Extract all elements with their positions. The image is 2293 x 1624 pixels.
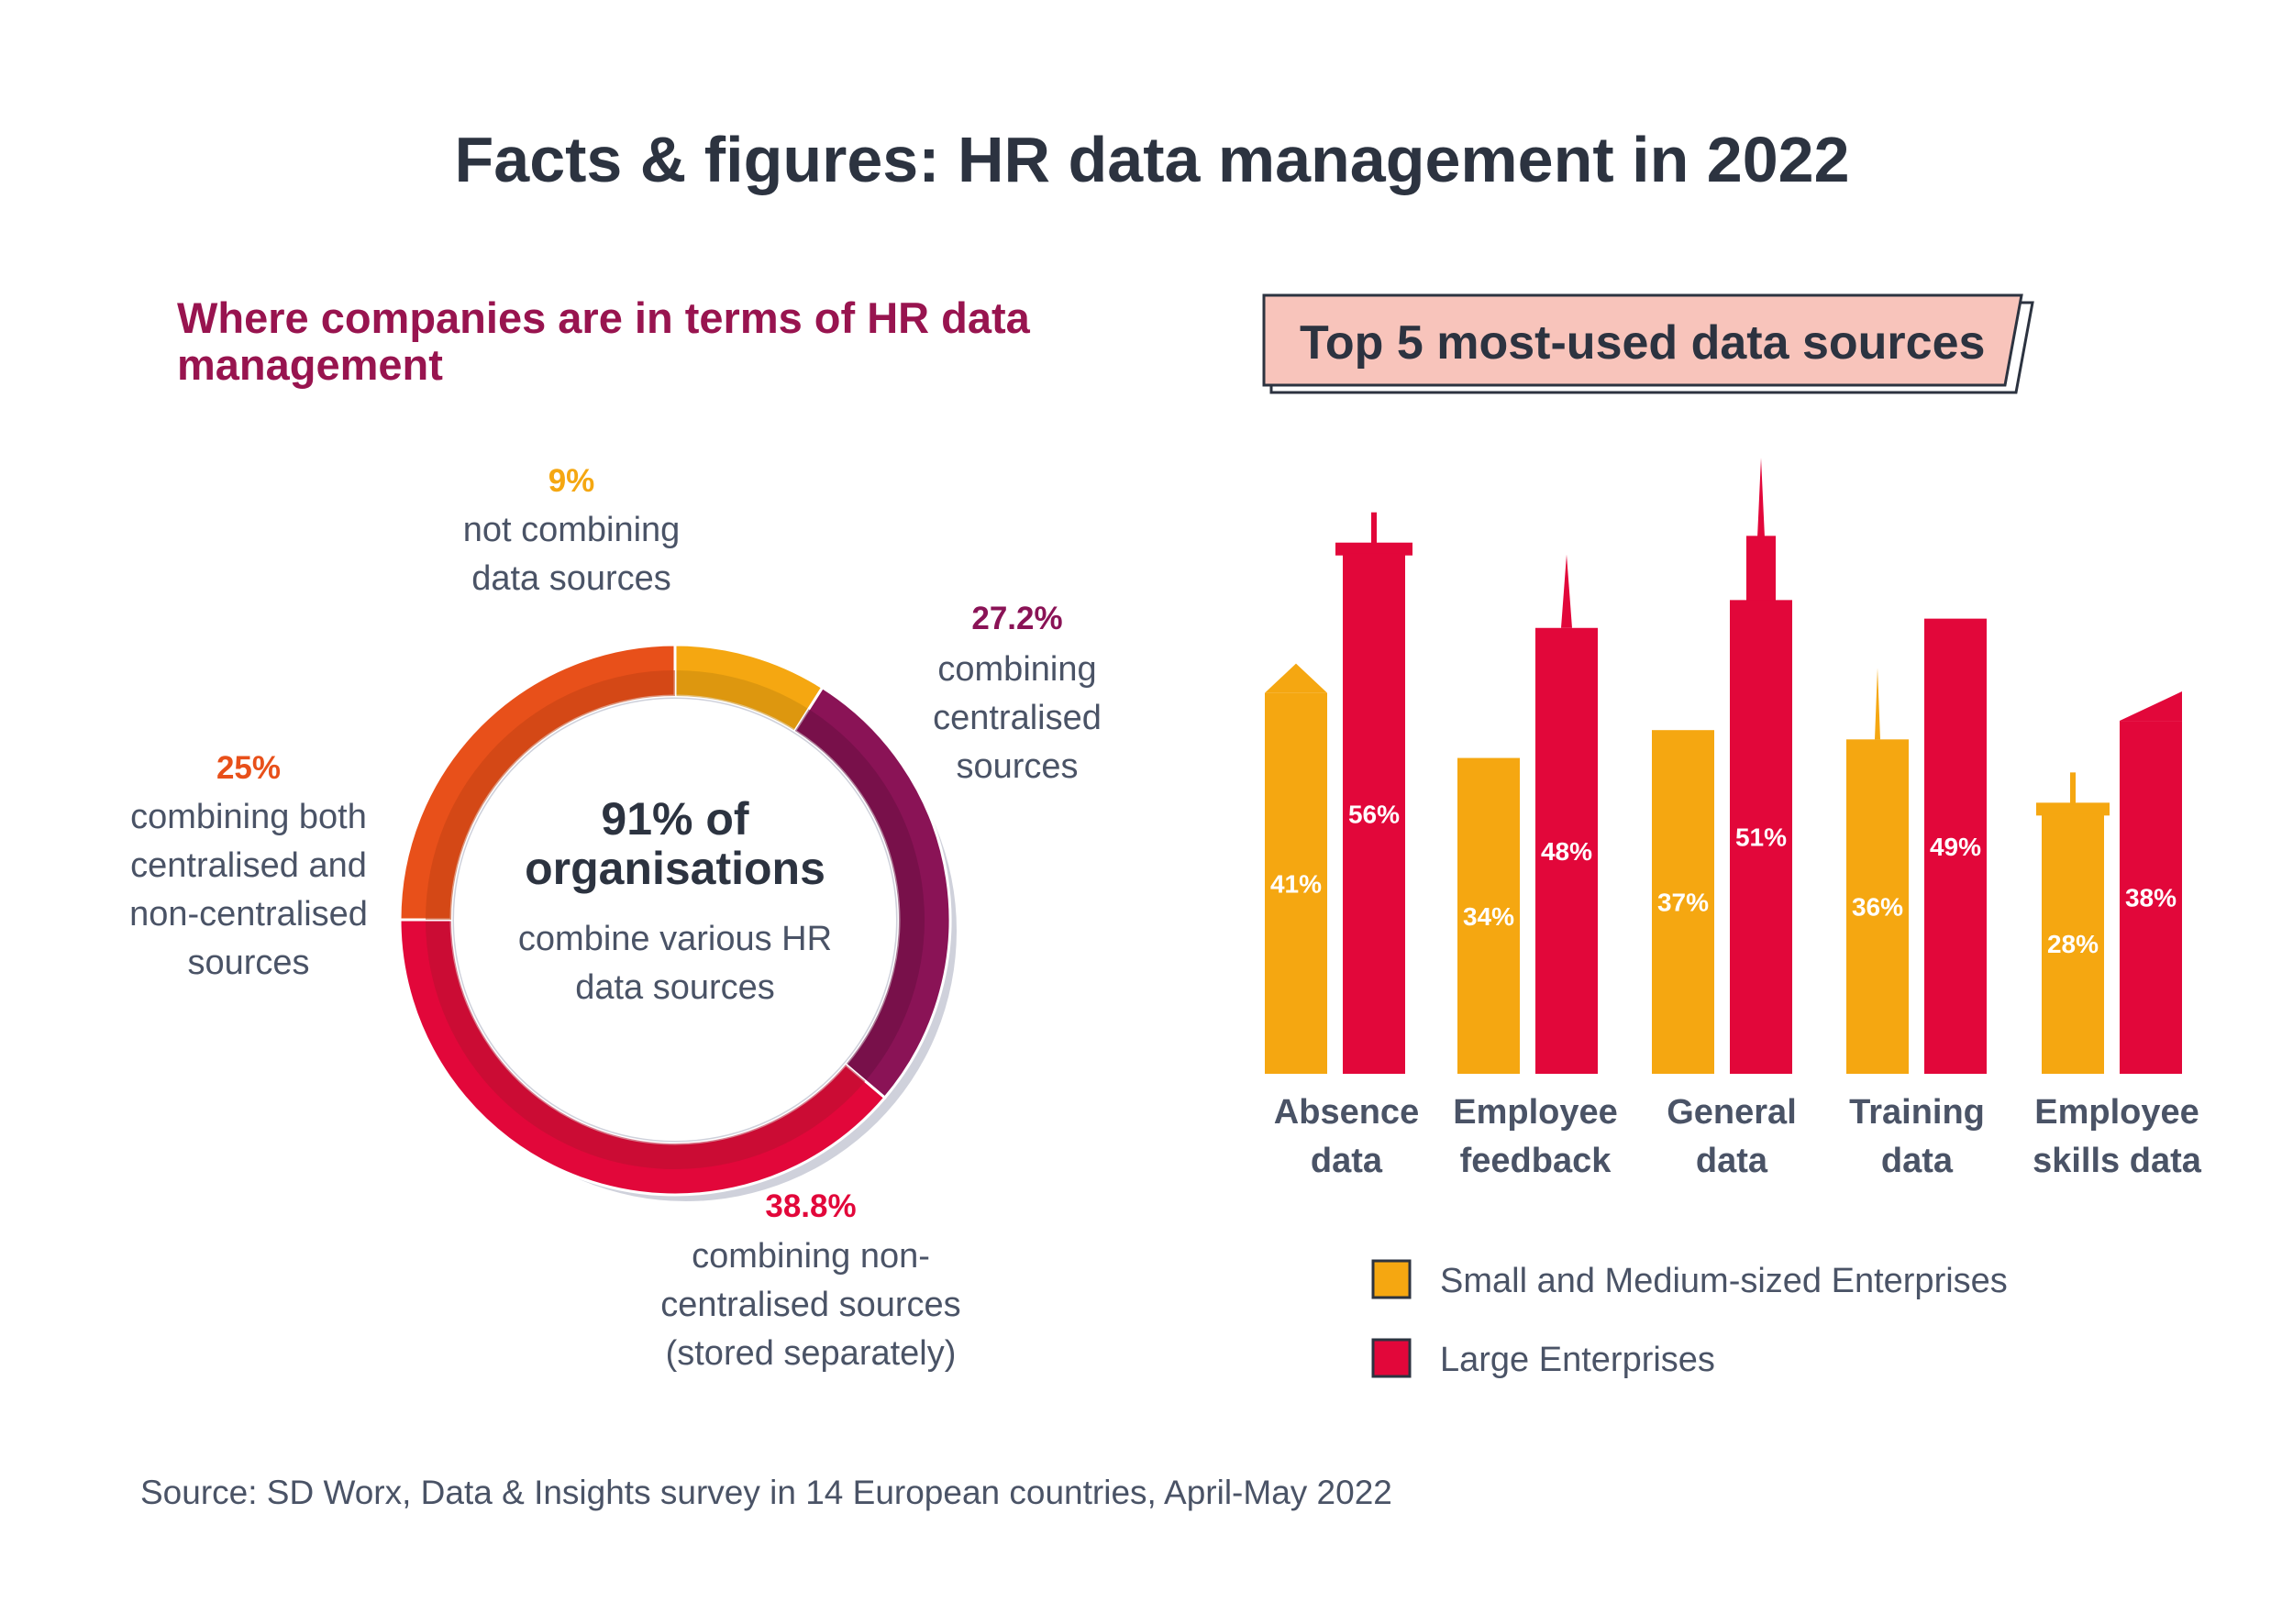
bar-tower <box>1746 536 1776 602</box>
category-label: Absence <box>1274 1093 1419 1132</box>
segment-desc: combining non- <box>692 1237 930 1276</box>
donut-segments <box>398 643 952 1197</box>
bar-value-label: 49% <box>1930 833 1981 861</box>
segment-pct-9: 9% <box>548 463 595 499</box>
bar-cornice <box>1335 542 1412 556</box>
segment-label-both: 25% combining both centralised and non-c… <box>129 750 368 982</box>
bar-value-label: 36% <box>1852 893 1903 922</box>
bar-body <box>1924 618 1987 1074</box>
legend: Small and Medium-sized Enterprises Large… <box>1371 1259 2008 1379</box>
legend-label-large: Large Enterprises <box>1440 1341 1715 1379</box>
left-panel: Where companies are in terms of HR data … <box>129 293 1102 1373</box>
donut-slice-inner-not-combining <box>675 670 809 731</box>
bar-absence-sme: 41% <box>1265 663 1327 1074</box>
segment-desc: centralised <box>933 699 1102 737</box>
bar-spire <box>1371 512 1377 545</box>
bar-general-sme: 37% <box>1652 730 1714 1074</box>
segment-desc: centralised and <box>130 846 367 885</box>
bar-roof <box>2120 691 2182 722</box>
bar-feedback-sme: 34% <box>1457 757 1520 1074</box>
bar-value-label: 37% <box>1657 889 1709 917</box>
donut-center-line3: combine various HR <box>518 920 832 958</box>
bar-skills-sme: 28% <box>2036 772 2110 1074</box>
section-title: Top 5 most-used data sources <box>1300 316 1985 370</box>
legend-swatch-sme <box>1371 1259 1412 1299</box>
bar-spire <box>1757 458 1765 538</box>
source-note: Source: SD Worx, Data & Insights survey … <box>140 1474 1392 1511</box>
category-label: skills data <box>2033 1142 2202 1180</box>
bar-training-large: 49% <box>1924 618 1987 1074</box>
section-banner: Top 5 most-used data sources <box>1262 293 2034 394</box>
bar-cornice <box>2036 802 2110 816</box>
bar-value-label: 28% <box>2047 930 2099 958</box>
bar-value-label: 41% <box>1270 869 1322 898</box>
donut-chart <box>398 643 957 1201</box>
bar-general-large: 51% <box>1730 458 1792 1074</box>
bar-feedback-large: 48% <box>1535 554 1598 1074</box>
left-panel-title-line2: management <box>177 340 443 389</box>
category-label: data <box>1881 1142 1954 1180</box>
donut-center-line2: organisations <box>525 843 825 894</box>
category-label: General <box>1667 1093 1797 1132</box>
category-label: Employee <box>1453 1093 1618 1132</box>
right-panel: Top 5 most-used data sources 41% 34% 37% 36… <box>1262 293 2202 1379</box>
segment-label-centralised: 27.2% combining centralised sources <box>933 601 1102 786</box>
segment-pct-38: 38.8% <box>765 1188 856 1224</box>
legend-swatch-large <box>1371 1338 1412 1378</box>
legend-label-sme: Small and Medium-sized Enterprises <box>1440 1262 2008 1300</box>
bar-body <box>1457 757 1520 1074</box>
bar-chart: 41% 34% 37% 36% 28% 56% 48% 51% 49% 38% <box>1265 458 2182 1074</box>
donut-center-line4: data sources <box>575 968 775 1007</box>
bar-spire <box>1875 668 1880 740</box>
donut-hole <box>454 699 896 1141</box>
category-label: data <box>1311 1142 1383 1180</box>
page-title: Facts & figures: HR data management in 2… <box>455 124 1850 195</box>
bar-body <box>1730 600 1792 1074</box>
bar-body <box>1343 553 1405 1074</box>
bar-body <box>1652 730 1714 1074</box>
segment-desc: centralised sources <box>660 1286 960 1324</box>
bar-body <box>2042 813 2104 1074</box>
category-label: data <box>1696 1142 1768 1180</box>
segment-desc: non-centralised <box>129 895 368 934</box>
bar-spire <box>2070 772 2076 805</box>
category-label: Employee <box>2034 1093 2199 1132</box>
bar-roof <box>1265 663 1327 693</box>
bar-body <box>2120 721 2182 1074</box>
bar-value-label: 51% <box>1735 823 1787 852</box>
bar-value-label: 38% <box>2125 884 2177 912</box>
donut-slice-inner-both <box>426 670 675 920</box>
segment-desc: combining both <box>130 798 367 836</box>
segment-desc: not combining <box>463 511 681 549</box>
segment-desc: sources <box>956 747 1078 786</box>
donut-slice-inner-non-centralised <box>426 920 866 1169</box>
segment-label-not-combining: 9% not combining data sources <box>463 463 681 598</box>
bar-training-sme: 36% <box>1846 668 1909 1074</box>
bar-value-label: 48% <box>1541 837 1592 866</box>
segment-desc: sources <box>187 944 309 982</box>
banner-box <box>1262 293 2023 387</box>
bar-value-label: 34% <box>1463 902 1514 931</box>
bar-body <box>1535 627 1598 1074</box>
left-panel-title-line1: Where companies are in terms of HR data <box>177 293 1031 342</box>
donut-center-line1: 91% of <box>601 793 749 845</box>
segment-label-non-centralised: 38.8% combining non- centralised sources… <box>660 1188 960 1373</box>
bar-absence-large: 56% <box>1335 512 1412 1074</box>
bar-skills-large: 38% <box>2120 691 2182 1074</box>
category-label: feedback <box>1460 1142 1612 1180</box>
segment-desc: combining <box>937 650 1096 689</box>
donut-slice-inner-centralised <box>794 709 925 1081</box>
bar-body <box>1265 692 1327 1074</box>
segment-pct-27: 27.2% <box>971 601 1062 636</box>
bar-body <box>1846 739 1909 1074</box>
bar-value-label: 56% <box>1348 800 1400 828</box>
segment-desc: data sources <box>471 559 671 598</box>
bar-spire <box>1561 554 1572 628</box>
segment-desc: (stored separately) <box>666 1334 957 1373</box>
segment-pct-25: 25% <box>216 750 281 786</box>
category-labels: Absence data Employee feedback General d… <box>1274 1093 2202 1180</box>
category-label: Training <box>1849 1093 1985 1132</box>
